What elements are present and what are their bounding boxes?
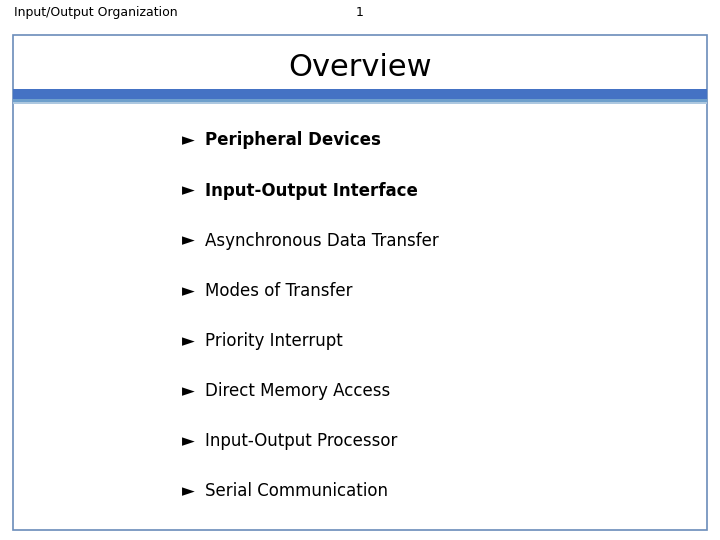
Text: Serial Communication: Serial Communication — [205, 482, 388, 501]
Text: ►: ► — [181, 432, 194, 450]
Text: Direct Memory Access: Direct Memory Access — [205, 382, 390, 400]
Text: Input-Output Processor: Input-Output Processor — [205, 432, 397, 450]
Text: Input-Output Interface: Input-Output Interface — [205, 181, 418, 200]
Text: ►: ► — [181, 382, 194, 400]
Text: Asynchronous Data Transfer: Asynchronous Data Transfer — [205, 232, 439, 249]
Text: Priority Interrupt: Priority Interrupt — [205, 332, 343, 350]
Bar — [13, 99, 707, 102]
Text: ►: ► — [181, 282, 194, 300]
Text: Input/Output Organization: Input/Output Organization — [14, 6, 178, 19]
Text: ►: ► — [181, 232, 194, 249]
Bar — [13, 89, 707, 99]
Text: ►: ► — [181, 332, 194, 350]
Text: 1: 1 — [356, 6, 364, 19]
Text: ►: ► — [181, 131, 194, 150]
Text: Peripheral Devices: Peripheral Devices — [205, 131, 381, 150]
Text: Overview: Overview — [288, 53, 432, 82]
Text: ►: ► — [181, 482, 194, 501]
Text: ►: ► — [181, 181, 194, 200]
Text: Modes of Transfer: Modes of Transfer — [205, 282, 353, 300]
Bar — [13, 102, 707, 104]
